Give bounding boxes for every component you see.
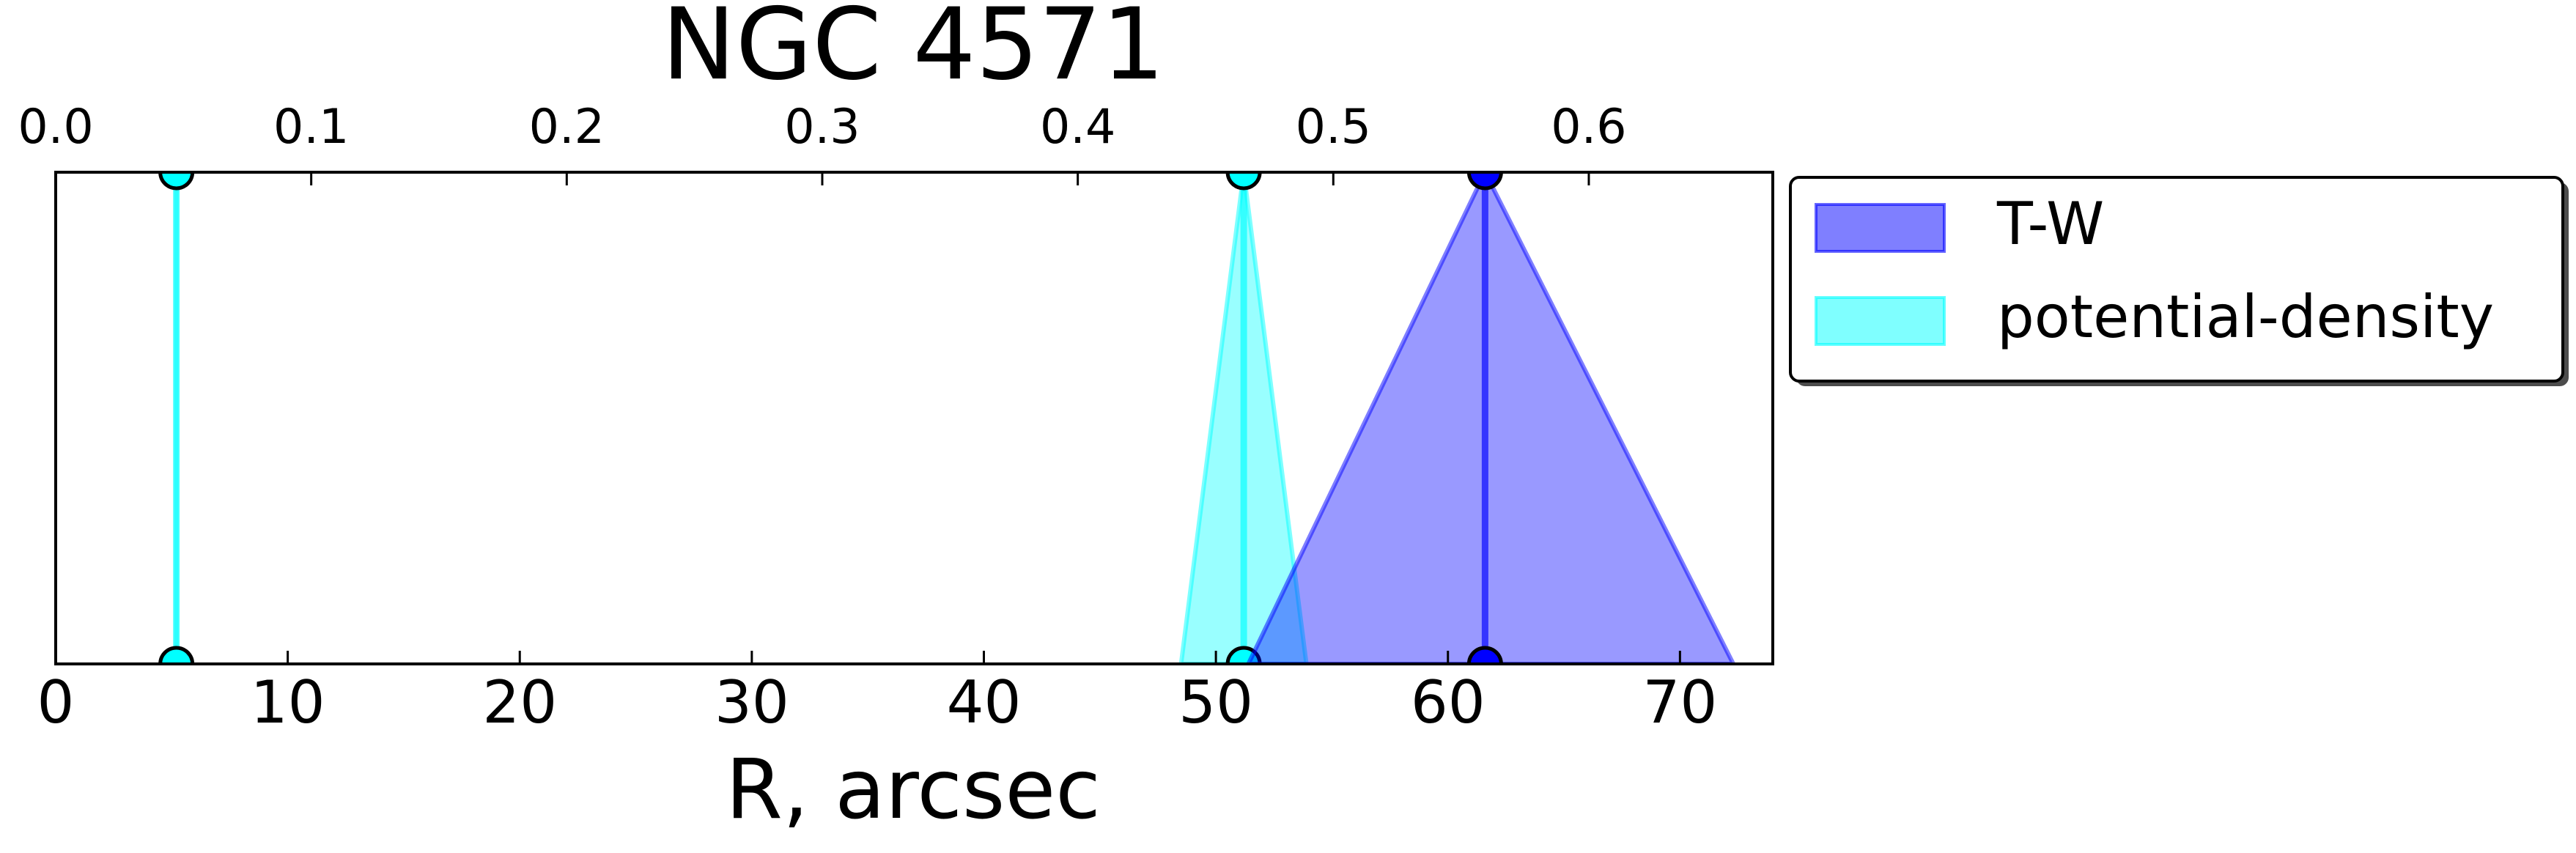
value-marker xyxy=(1225,172,1262,191)
x-tick-label: 70 xyxy=(1642,668,1717,736)
legend-label: potential-density xyxy=(1997,283,2494,351)
x2-tick-label: 0.5 xyxy=(1296,100,1371,155)
plot-area xyxy=(158,172,1736,664)
x-tick-label: 40 xyxy=(947,668,1022,736)
x-tick-label: 20 xyxy=(482,668,557,736)
x2-tick-label: 0.6 xyxy=(1551,100,1626,155)
x2-tick-label: 0.0 xyxy=(18,100,93,155)
x-tick-label: 10 xyxy=(251,668,325,736)
x-axis-label: R, arcsec xyxy=(726,742,1101,838)
value-marker xyxy=(158,646,195,664)
x-tick-label: 50 xyxy=(1178,668,1253,736)
x2-tick-label: 0.2 xyxy=(529,100,605,155)
x-tick-label: 30 xyxy=(715,668,789,736)
x2-tick-label: 0.1 xyxy=(273,100,349,155)
legend xyxy=(1789,176,2564,383)
legend-swatch xyxy=(1815,203,1946,253)
legend-swatch xyxy=(1815,296,1946,346)
chart-title: NGC 4571 xyxy=(662,0,1165,102)
range-triangle xyxy=(1246,172,1736,664)
value-marker xyxy=(158,172,195,191)
value-marker xyxy=(1466,646,1503,664)
plot-frame xyxy=(54,171,1774,665)
legend-label: T-W xyxy=(1996,190,2104,258)
x2-tick-label: 0.4 xyxy=(1040,100,1115,155)
x2-tick-label: 0.3 xyxy=(784,100,860,155)
x-tick-label: 0 xyxy=(37,668,75,736)
x-tick-label: 60 xyxy=(1411,668,1486,736)
value-marker xyxy=(1466,172,1503,191)
